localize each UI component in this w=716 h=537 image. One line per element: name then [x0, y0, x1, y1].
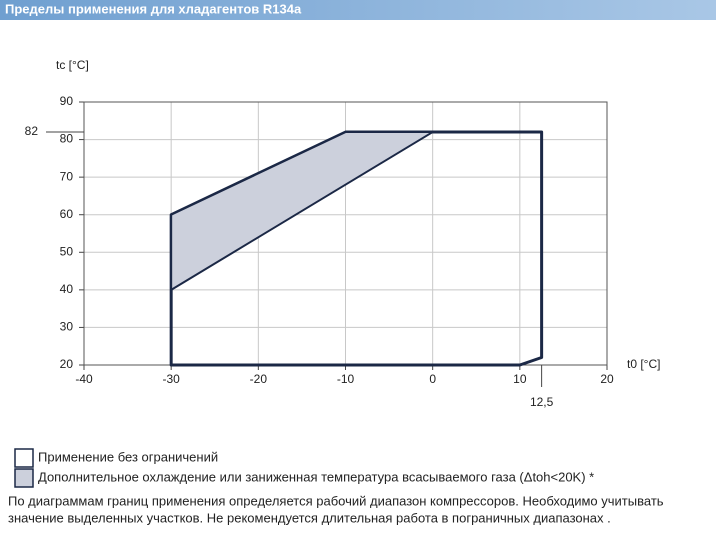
note-line: значение выделенных участков. Не рекомен…: [8, 510, 611, 525]
extra-y-tick-label: 82: [25, 124, 39, 138]
x-tick-label: -40: [75, 372, 93, 386]
x-tick-label: -30: [162, 372, 180, 386]
note-line: По диаграммам границ применения определя…: [8, 493, 664, 508]
y-tick-label: 90: [60, 94, 74, 108]
y-tick-label: 40: [60, 282, 74, 296]
x-tick-label: -20: [250, 372, 268, 386]
shaded-region: [170, 131, 434, 291]
y-tick-label: 60: [60, 207, 74, 221]
header-bar: [0, 0, 716, 20]
x-tick-label: 0: [429, 372, 436, 386]
legend-swatch: [14, 448, 34, 468]
x-tick-label: 20: [600, 372, 614, 386]
y-tick-label: 30: [60, 320, 74, 334]
x-axis-label: t0 [°C]: [627, 357, 660, 371]
y-tick-label: 70: [60, 169, 74, 183]
legend-label: Дополнительное охлаждение или заниженная…: [38, 469, 594, 484]
x-tick-label: -10: [337, 372, 355, 386]
legend-swatch: [14, 468, 34, 488]
extra-x-tick-label: 12,5: [530, 395, 554, 409]
legend-label: Применение без ограничений: [38, 449, 218, 464]
chart-title: Пределы применения для хладагентов R134a: [5, 1, 302, 16]
y-axis-label: tc [°C]: [56, 58, 89, 72]
y-tick-label: 80: [60, 132, 74, 146]
x-tick-label: 10: [513, 372, 527, 386]
y-tick-label: 20: [60, 357, 74, 371]
y-tick-label: 50: [60, 244, 74, 258]
